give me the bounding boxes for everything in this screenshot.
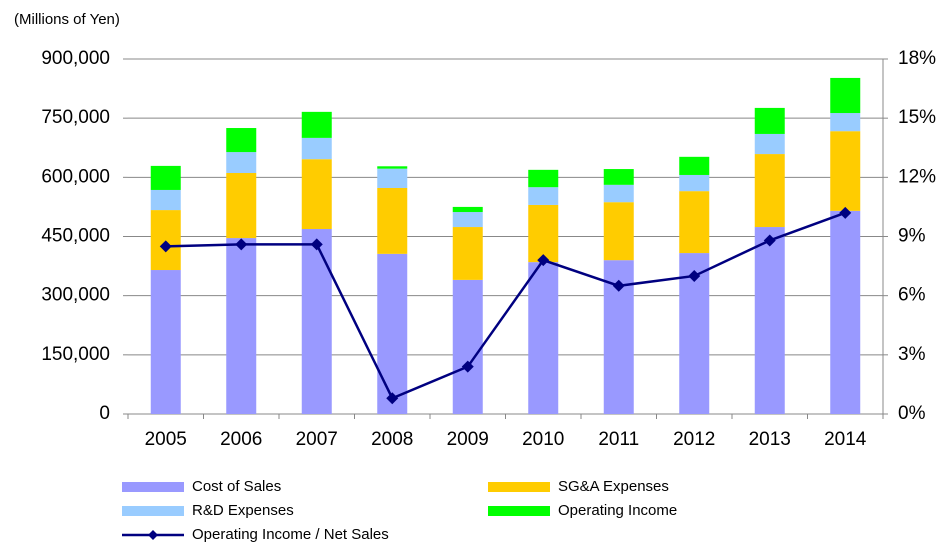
x-tick-label: 2007 — [296, 429, 338, 450]
bar-segment — [377, 253, 408, 414]
legend-label: Operating Income — [558, 502, 677, 519]
bar-segment — [679, 174, 710, 192]
y-tick-label: 150,000 — [41, 344, 110, 365]
bar-segment — [452, 279, 483, 414]
x-tick-label: 2010 — [522, 429, 564, 450]
bar-segment — [226, 172, 257, 239]
line-marker — [537, 254, 550, 267]
bar-segment — [603, 169, 634, 185]
bar-segment — [830, 210, 861, 414]
y-tick-label: 750,000 — [41, 107, 110, 128]
line-marker — [612, 279, 625, 292]
bar-segment — [830, 131, 861, 211]
bar-segment — [377, 166, 408, 169]
legend-swatch — [488, 506, 550, 516]
x-tick-label: 2009 — [447, 429, 489, 450]
x-tick-label: 2012 — [673, 429, 715, 450]
legend-label: Cost of Sales — [192, 478, 281, 495]
bar-segment — [452, 206, 483, 213]
bar-segment — [150, 189, 181, 211]
legend-swatch — [122, 482, 184, 492]
y2-tick-label: 6% — [898, 285, 926, 306]
y2-tick-label: 15% — [898, 107, 936, 128]
x-tick-label: 2014 — [824, 429, 867, 450]
bar-segment — [452, 227, 483, 280]
y-tick-label: 0 — [99, 403, 110, 424]
bar-segment — [452, 212, 483, 228]
x-tick-label: 2011 — [598, 429, 639, 450]
bar-segment — [301, 111, 332, 138]
line-marker — [159, 240, 172, 253]
bar-segment — [754, 227, 785, 414]
bar-segment — [679, 156, 710, 175]
bar-segment — [830, 113, 861, 132]
bar-segment — [754, 107, 785, 134]
legend-label: Operating Income / Net Sales — [192, 526, 389, 543]
bar-segment — [226, 128, 257, 153]
bar-segment — [301, 159, 332, 230]
line-marker — [688, 269, 701, 282]
bar-segment — [528, 204, 559, 263]
legend-swatch — [122, 506, 184, 516]
legend-swatch — [488, 482, 550, 492]
line-marker — [310, 238, 323, 251]
line-marker — [386, 392, 399, 405]
bar-segment — [754, 133, 785, 155]
legend-marker — [148, 530, 158, 540]
y-tick-label: 600,000 — [41, 166, 110, 187]
bar-segment — [377, 187, 408, 254]
y2-tick-label: 0% — [898, 403, 926, 424]
bar-segment — [830, 77, 861, 114]
bar-segment — [150, 210, 181, 271]
x-tick-label: 2013 — [749, 429, 791, 450]
y-tick-label: 300,000 — [41, 285, 110, 306]
bar-segment — [150, 165, 181, 190]
bar-segment — [528, 262, 559, 414]
line-marker — [839, 206, 852, 219]
y2-tick-label: 9% — [898, 226, 926, 247]
bar-segment — [603, 184, 634, 203]
x-tick-label: 2006 — [220, 429, 262, 450]
bar-segment — [377, 168, 408, 188]
line-marker — [461, 360, 474, 373]
y-tick-label: 450,000 — [41, 226, 110, 247]
legend-label: R&D Expenses — [192, 502, 294, 519]
y2-tick-label: 3% — [898, 344, 926, 365]
bar-segment — [150, 270, 181, 414]
bar-segment — [754, 154, 785, 228]
legend-label: SG&A Expenses — [558, 478, 669, 495]
line — [165, 211, 846, 400]
y-tick-label: 900,000 — [41, 48, 110, 69]
bar-segment — [226, 238, 257, 414]
chart-title: (Millions of Yen) — [14, 11, 120, 28]
bar-segment — [679, 191, 710, 254]
y2-tick-label: 12% — [898, 166, 936, 187]
bar-segment — [528, 187, 559, 205]
line-marker — [235, 238, 248, 251]
bar-segment — [301, 137, 332, 160]
x-tick-label: 2005 — [145, 429, 187, 450]
y2-tick-label: 18% — [898, 48, 936, 69]
line-marker — [763, 234, 776, 247]
bar-segment — [301, 229, 332, 414]
x-tick-label: 2008 — [371, 429, 413, 450]
bar-segment — [528, 169, 559, 188]
bar-segment — [603, 202, 634, 261]
bar-segment — [226, 152, 257, 173]
